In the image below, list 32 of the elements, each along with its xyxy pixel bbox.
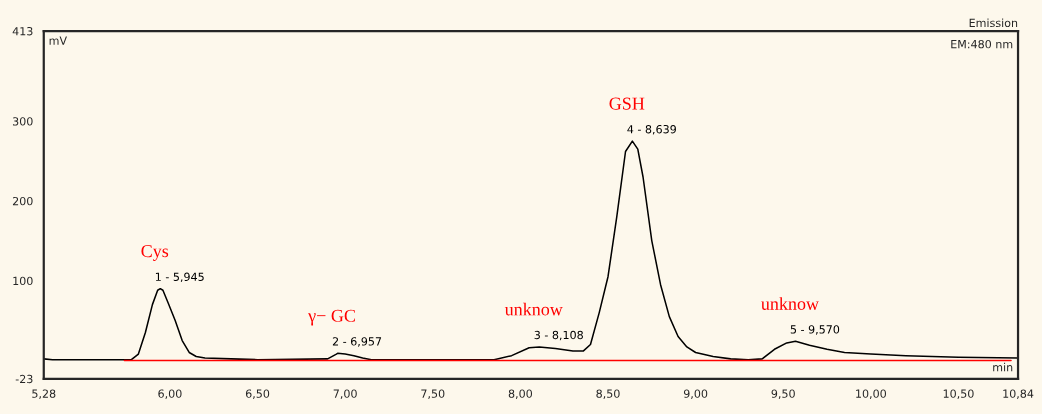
x-tick-label: 5,28	[32, 389, 56, 399]
y-tick-label: 200	[12, 196, 33, 206]
x-tick-label: 7,50	[421, 389, 445, 399]
x-tick-label: 6,00	[158, 389, 182, 399]
x-tick-label: 6,50	[245, 389, 270, 399]
y-tick-label: 100	[13, 276, 33, 286]
annotation: GSH	[609, 97, 645, 110]
x-tick-label: 10,00	[856, 389, 887, 399]
y-axis-title: mV	[49, 36, 67, 45]
annotation: unknow	[504, 302, 563, 316]
y-tick-label: -23	[15, 374, 33, 384]
x-tick-label: 10,50	[943, 389, 974, 399]
y-tick-label: 413	[12, 27, 33, 36]
line-series	[43, 140, 1019, 361]
annotation: EM:480 nm	[951, 39, 1013, 49]
chart-title: Emission	[969, 18, 1018, 28]
x-tick-label: 7,00	[333, 389, 357, 399]
annotation: 2 - 6,957	[332, 337, 382, 347]
annotation: Cys	[141, 245, 169, 261]
x-tick-label: 10,84	[1003, 389, 1034, 399]
x-axis-title: min	[993, 362, 1013, 372]
x-tick-label: 9,50	[771, 389, 795, 399]
annotation: 3 - 8,108	[534, 330, 583, 341]
x-tick-label: 8,50	[596, 389, 620, 399]
x-tick-label: 8,00	[508, 389, 533, 399]
annotation: γ− GC	[308, 309, 355, 326]
y-tick-label: 300	[12, 117, 33, 126]
annotation: 1 - 5,945	[155, 272, 204, 283]
annotation: unknow	[761, 297, 819, 310]
annotation: 5 - 9,570	[790, 325, 840, 335]
annotation: 4 - 8,639	[627, 125, 676, 135]
x-tick-label: 9,00	[683, 389, 708, 399]
